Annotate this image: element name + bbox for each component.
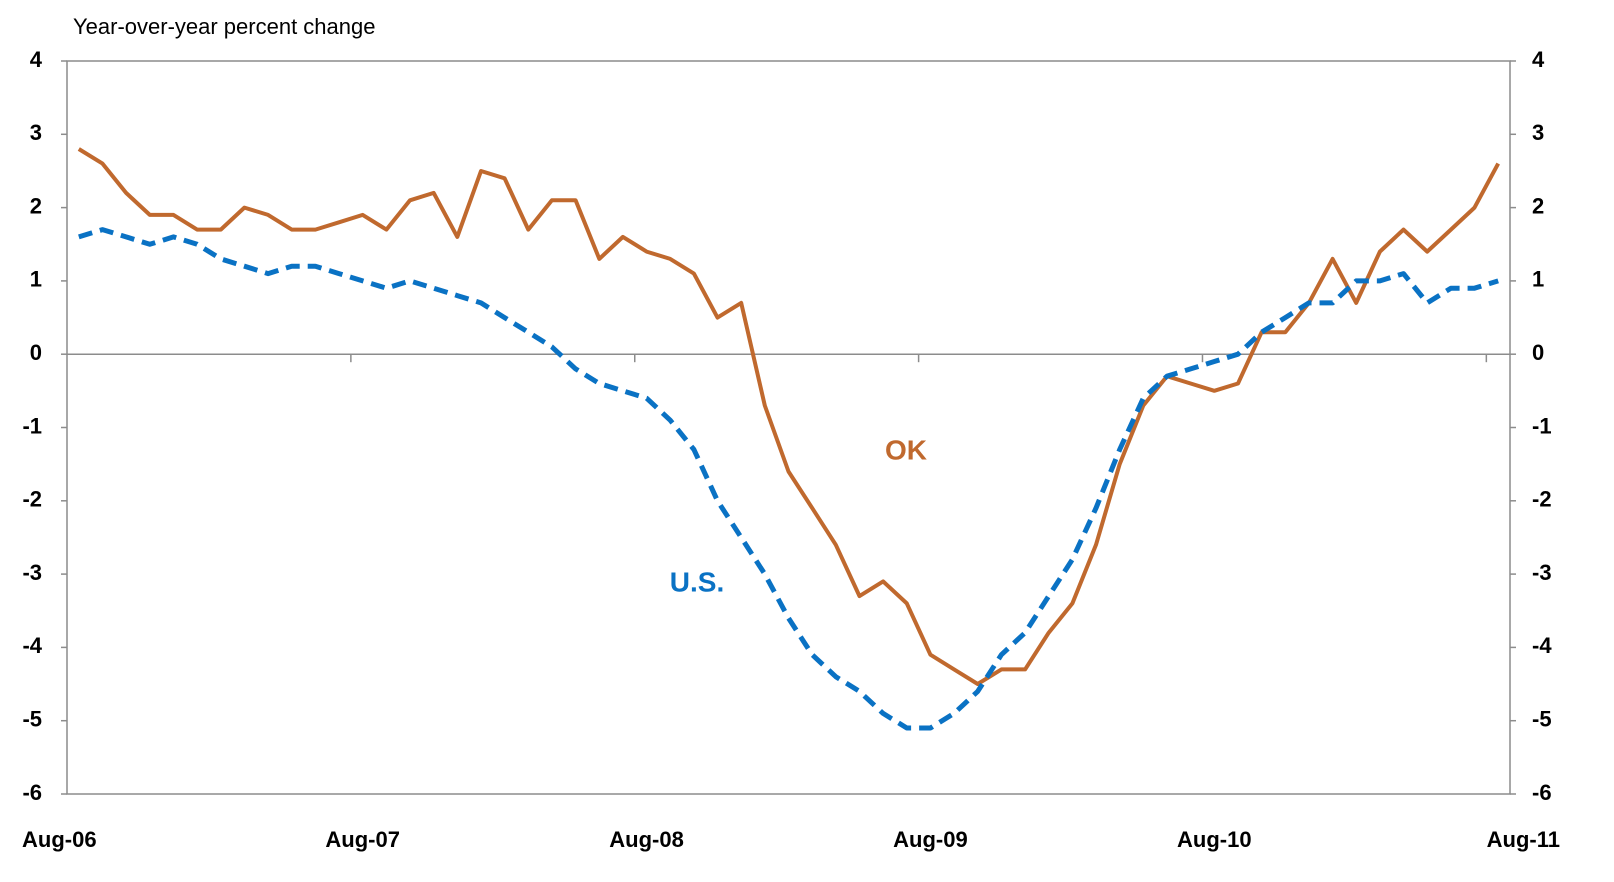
y-tick-label: -2 xyxy=(22,487,42,512)
y2-tick-label: -4 xyxy=(1532,633,1552,658)
x-tick-label: Aug-09 xyxy=(893,827,968,852)
y2-tick-label: -5 xyxy=(1532,707,1552,732)
x-tick-label: Aug-10 xyxy=(1177,827,1252,852)
y-tick-label: 3 xyxy=(30,120,42,145)
y2-tick-label: 3 xyxy=(1532,120,1544,145)
y-tick-label: 2 xyxy=(30,193,42,218)
plot-frame xyxy=(66,60,1511,795)
series-line xyxy=(77,147,1500,686)
y-tick-label: -3 xyxy=(22,560,42,585)
y2-tick-label: -2 xyxy=(1532,487,1552,512)
y2-tick-label: -3 xyxy=(1532,560,1552,585)
y2-tick-label: 2 xyxy=(1532,193,1544,218)
y-tick-label: -6 xyxy=(22,780,42,805)
y2-tick-label: 0 xyxy=(1532,340,1544,365)
x-tick-label: Aug-11 xyxy=(1487,827,1560,852)
y-tick-label: -1 xyxy=(22,413,42,438)
x-tick-label: Aug-08 xyxy=(609,827,684,852)
y2-tick-label: -6 xyxy=(1532,780,1552,805)
y-tick-label: 1 xyxy=(30,267,42,292)
x-tick-label: Aug-06 xyxy=(22,827,97,852)
y-tick-label: 4 xyxy=(30,47,43,72)
series-line xyxy=(78,227,1499,731)
x-tick-label: Aug-07 xyxy=(325,827,400,852)
chart-title: Year-over-year percent change xyxy=(73,14,375,39)
y-tick-label: -4 xyxy=(22,633,42,658)
y2-tick-label: -1 xyxy=(1532,413,1552,438)
series-label: U.S. xyxy=(670,566,724,597)
y2-tick-label: 1 xyxy=(1532,267,1544,292)
y2-tick-label: 4 xyxy=(1532,47,1545,72)
y-tick-label: -5 xyxy=(22,707,42,732)
y-tick-label: 0 xyxy=(30,340,42,365)
series-label: OK xyxy=(885,434,927,465)
